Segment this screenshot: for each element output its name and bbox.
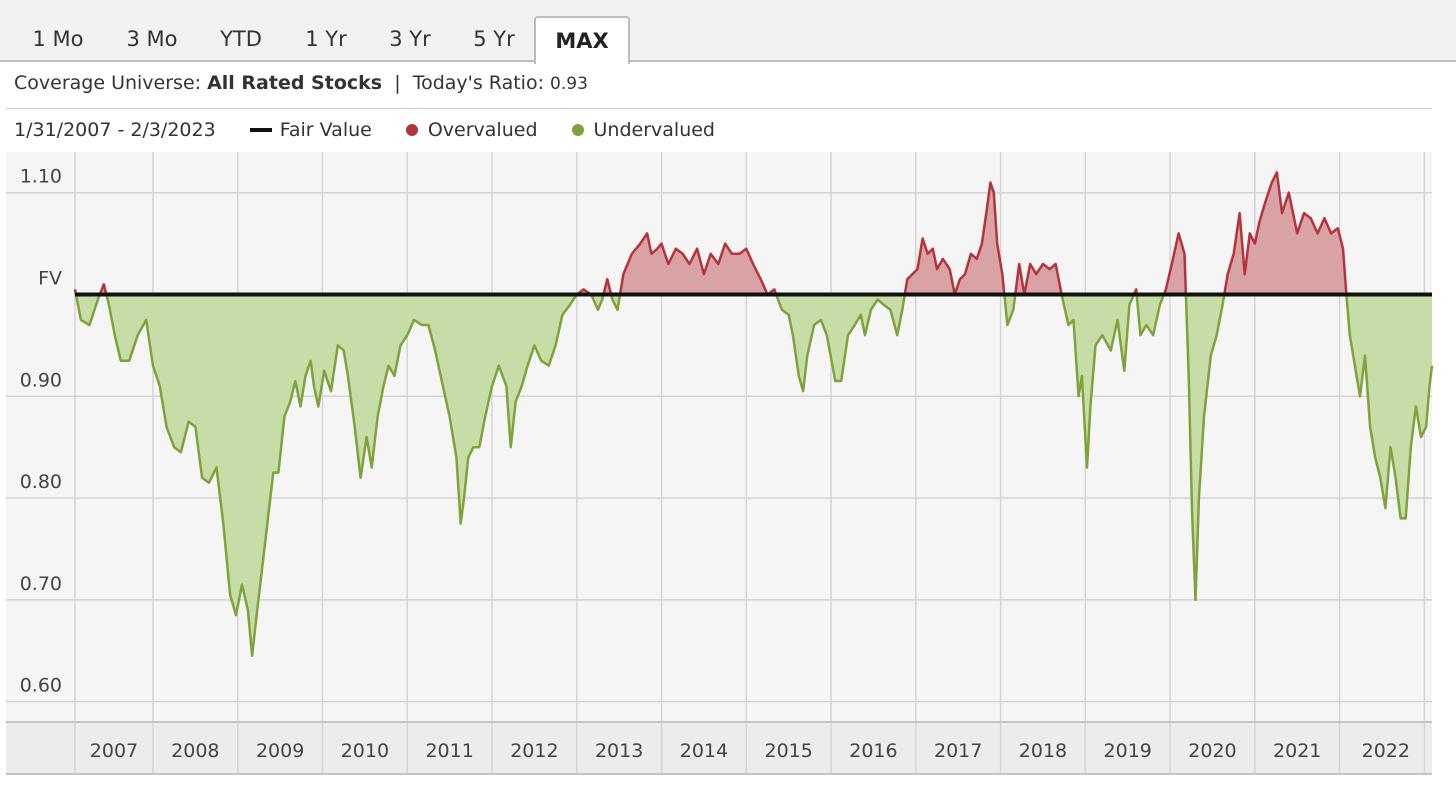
undervalued-line (74, 294, 1434, 658)
info-divider (6, 108, 1432, 109)
x-tick-label: 2012 (510, 740, 558, 762)
x-tick-label: 2007 (90, 740, 138, 762)
legend-fair-value-label: Fair Value (279, 119, 372, 141)
x-tick-label: 2008 (171, 740, 219, 762)
x-tick-label: 2011 (425, 740, 473, 762)
x-tick-label: 2015 (764, 740, 812, 762)
y-tick-label: 0.70 (20, 573, 62, 595)
x-tick-label: 2016 (849, 740, 897, 762)
fair-value-line-icon (249, 128, 272, 132)
tab-ytd[interactable]: YTD (220, 27, 262, 51)
y-tick-label: 0.90 (20, 369, 62, 391)
universe-value: All Rated Stocks (207, 72, 383, 94)
info-separator: | (394, 72, 401, 94)
x-tick-label: 2009 (256, 740, 304, 762)
y-tick-label: 0.80 (20, 471, 62, 493)
legend-undervalued-label: Undervalued (593, 119, 715, 141)
x-tick-label: 2017 (934, 740, 982, 762)
range-tabs: 1 Mo 3 Mo YTD 1 Yr 3 Yr 5 Yr MAX (0, 0, 1456, 64)
chart-legend: 1/31/2007 - 2/3/2023 Fair Value Overvalu… (14, 119, 715, 141)
tab-3-year[interactable]: 3 Yr (389, 27, 431, 51)
fv-label: FV (38, 268, 62, 290)
red-dot-icon (405, 124, 418, 136)
tabbar-divider (0, 60, 1456, 62)
legend-fair-value[interactable]: Fair Value (249, 119, 372, 141)
x-tick-label: 2020 (1188, 740, 1236, 762)
green-dot-icon (571, 124, 584, 136)
x-tick-label: 2013 (595, 740, 643, 762)
price-fair-value-chart: 1.10 0.90 0.80 0.70 0.60 FV 2007 2008 2009 2010 20… (6, 152, 1434, 775)
x-tick-label: 2014 (680, 740, 728, 762)
legend-undervalued[interactable]: Undervalued (571, 119, 715, 141)
legend-overvalued-label: Overvalued (427, 119, 538, 141)
tab-1-year[interactable]: 1 Yr (305, 27, 347, 51)
y-tick-label: 1.10 (20, 166, 62, 188)
ratio-value: 0.93 (550, 74, 588, 94)
undervalued-area (75, 294, 1432, 656)
coverage-info: Coverage Universe: All Rated Stocks | To… (14, 72, 588, 94)
tab-max[interactable]: MAX (534, 16, 630, 64)
tab-1-month[interactable]: 1 Mo (32, 27, 84, 51)
x-tick-label: 2018 (1019, 740, 1067, 762)
legend-overvalued[interactable]: Overvalued (405, 119, 538, 141)
x-tick-label: 2022 (1362, 740, 1410, 762)
tab-3-month[interactable]: 3 Mo (126, 27, 178, 51)
universe-label: Coverage Universe: (14, 72, 202, 94)
overvalued-area (75, 172, 1432, 295)
ratio-label: Today's Ratio: (412, 72, 544, 94)
x-axis-band (6, 722, 1432, 774)
date-range: 1/31/2007 - 2/3/2023 (14, 119, 216, 141)
x-tick-label: 2021 (1273, 740, 1321, 762)
y-tick-label: 0.60 (20, 675, 62, 697)
overvalued-line (73, 171, 1348, 295)
tab-5-year[interactable]: 5 Yr (473, 27, 515, 51)
x-tick-label: 2019 (1104, 740, 1152, 762)
x-tick-label: 2010 (341, 740, 389, 762)
